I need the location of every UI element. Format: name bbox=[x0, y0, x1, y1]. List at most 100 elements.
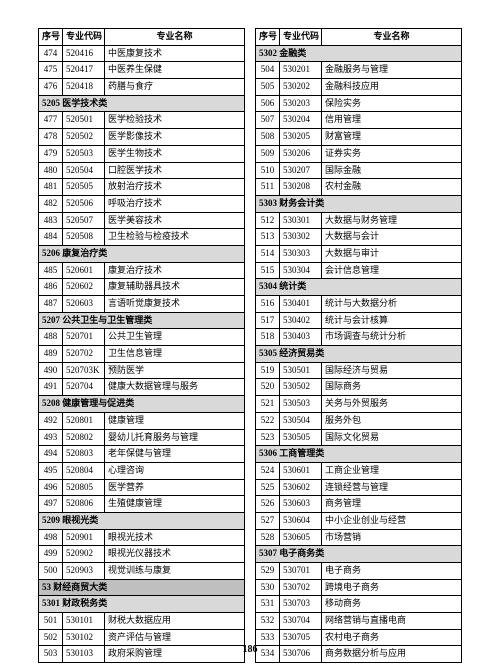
cell-code: 520502 bbox=[63, 129, 105, 146]
cell-name: 医学影像技术 bbox=[105, 129, 245, 146]
cell-code: 530205 bbox=[280, 129, 322, 146]
cell-name: 眼视光技术 bbox=[105, 529, 245, 546]
right-table: 序号 专业代码 专业名称 5302 金融类504530201金融服务与管理505… bbox=[255, 28, 462, 663]
cell-name: 大数据与审计 bbox=[322, 245, 462, 262]
cell-name: 健康大数据管理与服务 bbox=[105, 379, 245, 396]
cell-name: 服务外包 bbox=[322, 412, 462, 429]
cell-name: 医学生物技术 bbox=[105, 145, 245, 162]
cell-name: 关务与外贸服务 bbox=[322, 396, 462, 413]
left-column: 序号 专业代码 专业名称 474520416中医康复技术475520417中医养… bbox=[38, 28, 245, 663]
cell-seq: 515 bbox=[256, 262, 280, 279]
cell-name: 证券实务 bbox=[322, 145, 462, 162]
category-row: 5306 工商管理类 bbox=[256, 446, 462, 463]
category-row: 5208 健康管理与促进类 bbox=[39, 396, 245, 413]
cell-name: 财富管理 bbox=[322, 129, 462, 146]
category-row: 5307 电子商务类 bbox=[256, 546, 462, 563]
cell-name: 放射治疗技术 bbox=[105, 179, 245, 196]
table-row: 487520603言语听觉康复技术 bbox=[39, 296, 245, 313]
cell-code: 530206 bbox=[280, 145, 322, 162]
cell-name: 康复辅助器具技术 bbox=[105, 279, 245, 296]
cell-seq: 499 bbox=[39, 546, 63, 563]
table-row: 531530703移动商务 bbox=[256, 596, 462, 613]
cell-code: 530502 bbox=[280, 379, 322, 396]
cell-code: 530701 bbox=[280, 563, 322, 580]
table-row: 504530201金融服务与管理 bbox=[256, 62, 462, 79]
cell-seq: 478 bbox=[39, 129, 63, 146]
cell-seq: 532 bbox=[256, 613, 280, 630]
cell-seq: 491 bbox=[39, 379, 63, 396]
table-row: 510530207国际金融 bbox=[256, 162, 462, 179]
cell-code: 520901 bbox=[63, 529, 105, 546]
table-row: 490520703K预防医学 bbox=[39, 362, 245, 379]
cell-code: 530402 bbox=[280, 312, 322, 329]
cell-code: 520805 bbox=[63, 479, 105, 496]
category-row: 5209 眼视光类 bbox=[39, 512, 245, 529]
category-label: 5302 金融类 bbox=[256, 45, 462, 62]
cell-name: 工商企业管理 bbox=[322, 462, 462, 479]
cell-seq: 481 bbox=[39, 179, 63, 196]
category-row: 5305 经济贸易类 bbox=[256, 346, 462, 363]
cell-code: 520806 bbox=[63, 496, 105, 513]
table-row: 529530701电子商务 bbox=[256, 563, 462, 580]
table-row: 518530403市场调查与统计分析 bbox=[256, 329, 462, 346]
cell-code: 530505 bbox=[280, 429, 322, 446]
table-row: 481520505放射治疗技术 bbox=[39, 179, 245, 196]
cell-code: 520702 bbox=[63, 346, 105, 363]
category-label: 5305 经济贸易类 bbox=[256, 346, 462, 363]
cell-seq: 493 bbox=[39, 429, 63, 446]
table-row: 497520806生殖健康管理 bbox=[39, 496, 245, 513]
cell-name: 老年保健与管理 bbox=[105, 446, 245, 463]
cell-seq: 521 bbox=[256, 396, 280, 413]
cell-code: 520503 bbox=[63, 145, 105, 162]
cell-name: 健康管理 bbox=[105, 412, 245, 429]
table-row: 506530203保险实务 bbox=[256, 95, 462, 112]
category-label: 5206 康复治疗类 bbox=[39, 245, 245, 262]
header-code: 专业代码 bbox=[280, 29, 322, 46]
cell-seq: 513 bbox=[256, 229, 280, 246]
cell-name: 呼吸治疗技术 bbox=[105, 195, 245, 212]
cell-seq: 504 bbox=[256, 62, 280, 79]
cell-seq: 517 bbox=[256, 312, 280, 329]
table-row: 507530204信用管理 bbox=[256, 112, 462, 129]
cell-name: 视觉训练与康复 bbox=[105, 563, 245, 580]
cell-seq: 474 bbox=[39, 45, 63, 62]
table-row: 526530603商务管理 bbox=[256, 496, 462, 513]
cell-name: 统计与会计核算 bbox=[322, 312, 462, 329]
table-row: 496520805医学营养 bbox=[39, 479, 245, 496]
table-row: 508530205财富管理 bbox=[256, 129, 462, 146]
cell-code: 520501 bbox=[63, 112, 105, 129]
cell-name: 连锁经营与管理 bbox=[322, 479, 462, 496]
category-row: 5205 医学技术类 bbox=[39, 95, 245, 112]
category-label: 5306 工商管理类 bbox=[256, 446, 462, 463]
cell-seq: 489 bbox=[39, 346, 63, 363]
table-row: 522530504服务外包 bbox=[256, 412, 462, 429]
cell-seq: 528 bbox=[256, 529, 280, 546]
table-row: 475520417中医养生保健 bbox=[39, 62, 245, 79]
cell-code: 530303 bbox=[280, 245, 322, 262]
table-row: 519530501国际经济与贸易 bbox=[256, 362, 462, 379]
cell-name: 公共卫生管理 bbox=[105, 329, 245, 346]
cell-seq: 500 bbox=[39, 563, 63, 580]
cell-seq: 518 bbox=[256, 329, 280, 346]
cell-seq: 483 bbox=[39, 212, 63, 229]
table-row: 499520902眼视光仪器技术 bbox=[39, 546, 245, 563]
cell-seq: 519 bbox=[256, 362, 280, 379]
table-row: 474520416中医康复技术 bbox=[39, 45, 245, 62]
cell-name: 中医养生保健 bbox=[105, 62, 245, 79]
cell-seq: 527 bbox=[256, 512, 280, 529]
cell-seq: 487 bbox=[39, 296, 63, 313]
table-row: 527530604中小企业创业与经营 bbox=[256, 512, 462, 529]
cell-code: 520802 bbox=[63, 429, 105, 446]
cell-seq: 507 bbox=[256, 112, 280, 129]
cell-name: 农村金融 bbox=[322, 179, 462, 196]
page-number: 186 bbox=[0, 644, 500, 655]
header-seq: 序号 bbox=[256, 29, 280, 46]
cell-seq: 531 bbox=[256, 596, 280, 613]
cell-code: 530204 bbox=[280, 112, 322, 129]
table-row: 500520903视觉训练与康复 bbox=[39, 563, 245, 580]
cell-seq: 484 bbox=[39, 229, 63, 246]
table-row: 476520418药膳与食疗 bbox=[39, 79, 245, 96]
cell-name: 卫生信息管理 bbox=[105, 346, 245, 363]
cell-seq: 488 bbox=[39, 329, 63, 346]
cell-seq: 480 bbox=[39, 162, 63, 179]
